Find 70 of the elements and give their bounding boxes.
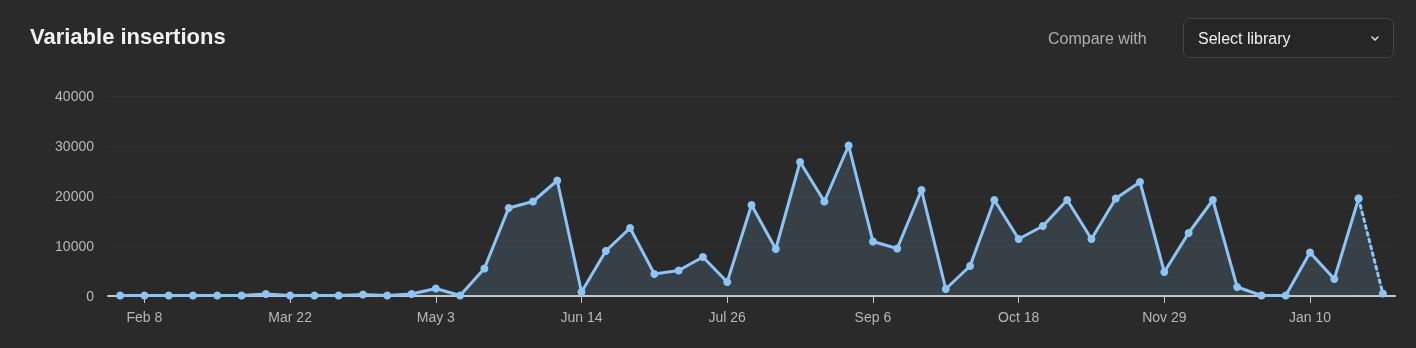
point bbox=[431, 284, 440, 293]
point bbox=[334, 291, 343, 300]
point bbox=[237, 291, 246, 300]
point bbox=[626, 224, 635, 232]
point bbox=[577, 288, 586, 296]
point bbox=[164, 291, 173, 300]
point bbox=[1038, 222, 1047, 230]
point bbox=[1160, 268, 1169, 276]
x-tick-label: Mar 22 bbox=[268, 309, 313, 325]
point bbox=[553, 176, 562, 185]
point bbox=[1136, 178, 1145, 186]
point bbox=[310, 291, 319, 300]
x-tick-label: Jan 10 bbox=[1288, 309, 1332, 325]
x-tick-label: Jul 26 bbox=[708, 309, 747, 325]
point bbox=[213, 291, 222, 300]
point bbox=[650, 270, 659, 278]
point bbox=[990, 196, 999, 204]
point bbox=[844, 141, 853, 150]
text: Compare with bbox=[1048, 30, 1147, 48]
point bbox=[1233, 283, 1242, 291]
point bbox=[674, 266, 683, 275]
point bbox=[140, 291, 149, 300]
point bbox=[723, 278, 732, 286]
point bbox=[407, 290, 416, 298]
y-tick-label: 0 bbox=[86, 288, 95, 304]
x-tick-label: Jun 14 bbox=[560, 309, 603, 325]
point bbox=[286, 291, 295, 300]
point bbox=[1281, 291, 1290, 300]
point bbox=[966, 262, 975, 270]
point bbox=[480, 264, 489, 273]
point bbox=[261, 290, 270, 298]
x-tick-label: Sep 6 bbox=[854, 309, 892, 325]
point bbox=[868, 237, 877, 246]
point bbox=[1087, 235, 1096, 243]
x-tick-label: May 3 bbox=[416, 309, 456, 325]
point bbox=[1354, 194, 1363, 203]
point bbox=[698, 253, 707, 261]
point bbox=[747, 201, 756, 209]
y-tick-label: 30000 bbox=[55, 138, 95, 154]
x-tick-label: Oct 18 bbox=[997, 309, 1040, 325]
point bbox=[189, 291, 197, 300]
point bbox=[504, 204, 513, 212]
chart-title: Variable insertions bbox=[30, 24, 226, 50]
point bbox=[1378, 289, 1387, 298]
y-tick-label: 20000 bbox=[55, 188, 95, 204]
point bbox=[917, 186, 926, 194]
point bbox=[358, 290, 367, 299]
x-tick-label: Nov 29 bbox=[1142, 309, 1187, 325]
point bbox=[941, 285, 950, 293]
point bbox=[528, 197, 537, 206]
point bbox=[116, 291, 125, 300]
y-tick-label: 40000 bbox=[55, 88, 95, 104]
point bbox=[383, 291, 392, 300]
point bbox=[893, 244, 902, 253]
point bbox=[1014, 235, 1023, 243]
point bbox=[1306, 248, 1315, 257]
select-dropdown: Select library bbox=[1183, 18, 1394, 58]
point bbox=[796, 158, 805, 166]
point bbox=[1063, 196, 1072, 204]
point bbox=[1111, 194, 1120, 203]
point bbox=[1184, 229, 1193, 237]
point bbox=[1257, 291, 1266, 300]
x-tick-label: Feb 8 bbox=[126, 309, 163, 325]
point bbox=[1208, 196, 1217, 204]
point bbox=[601, 247, 610, 255]
point bbox=[771, 245, 780, 253]
point bbox=[456, 291, 465, 300]
point bbox=[1330, 275, 1339, 283]
point bbox=[820, 197, 829, 206]
y-tick-label: 10000 bbox=[55, 238, 95, 254]
